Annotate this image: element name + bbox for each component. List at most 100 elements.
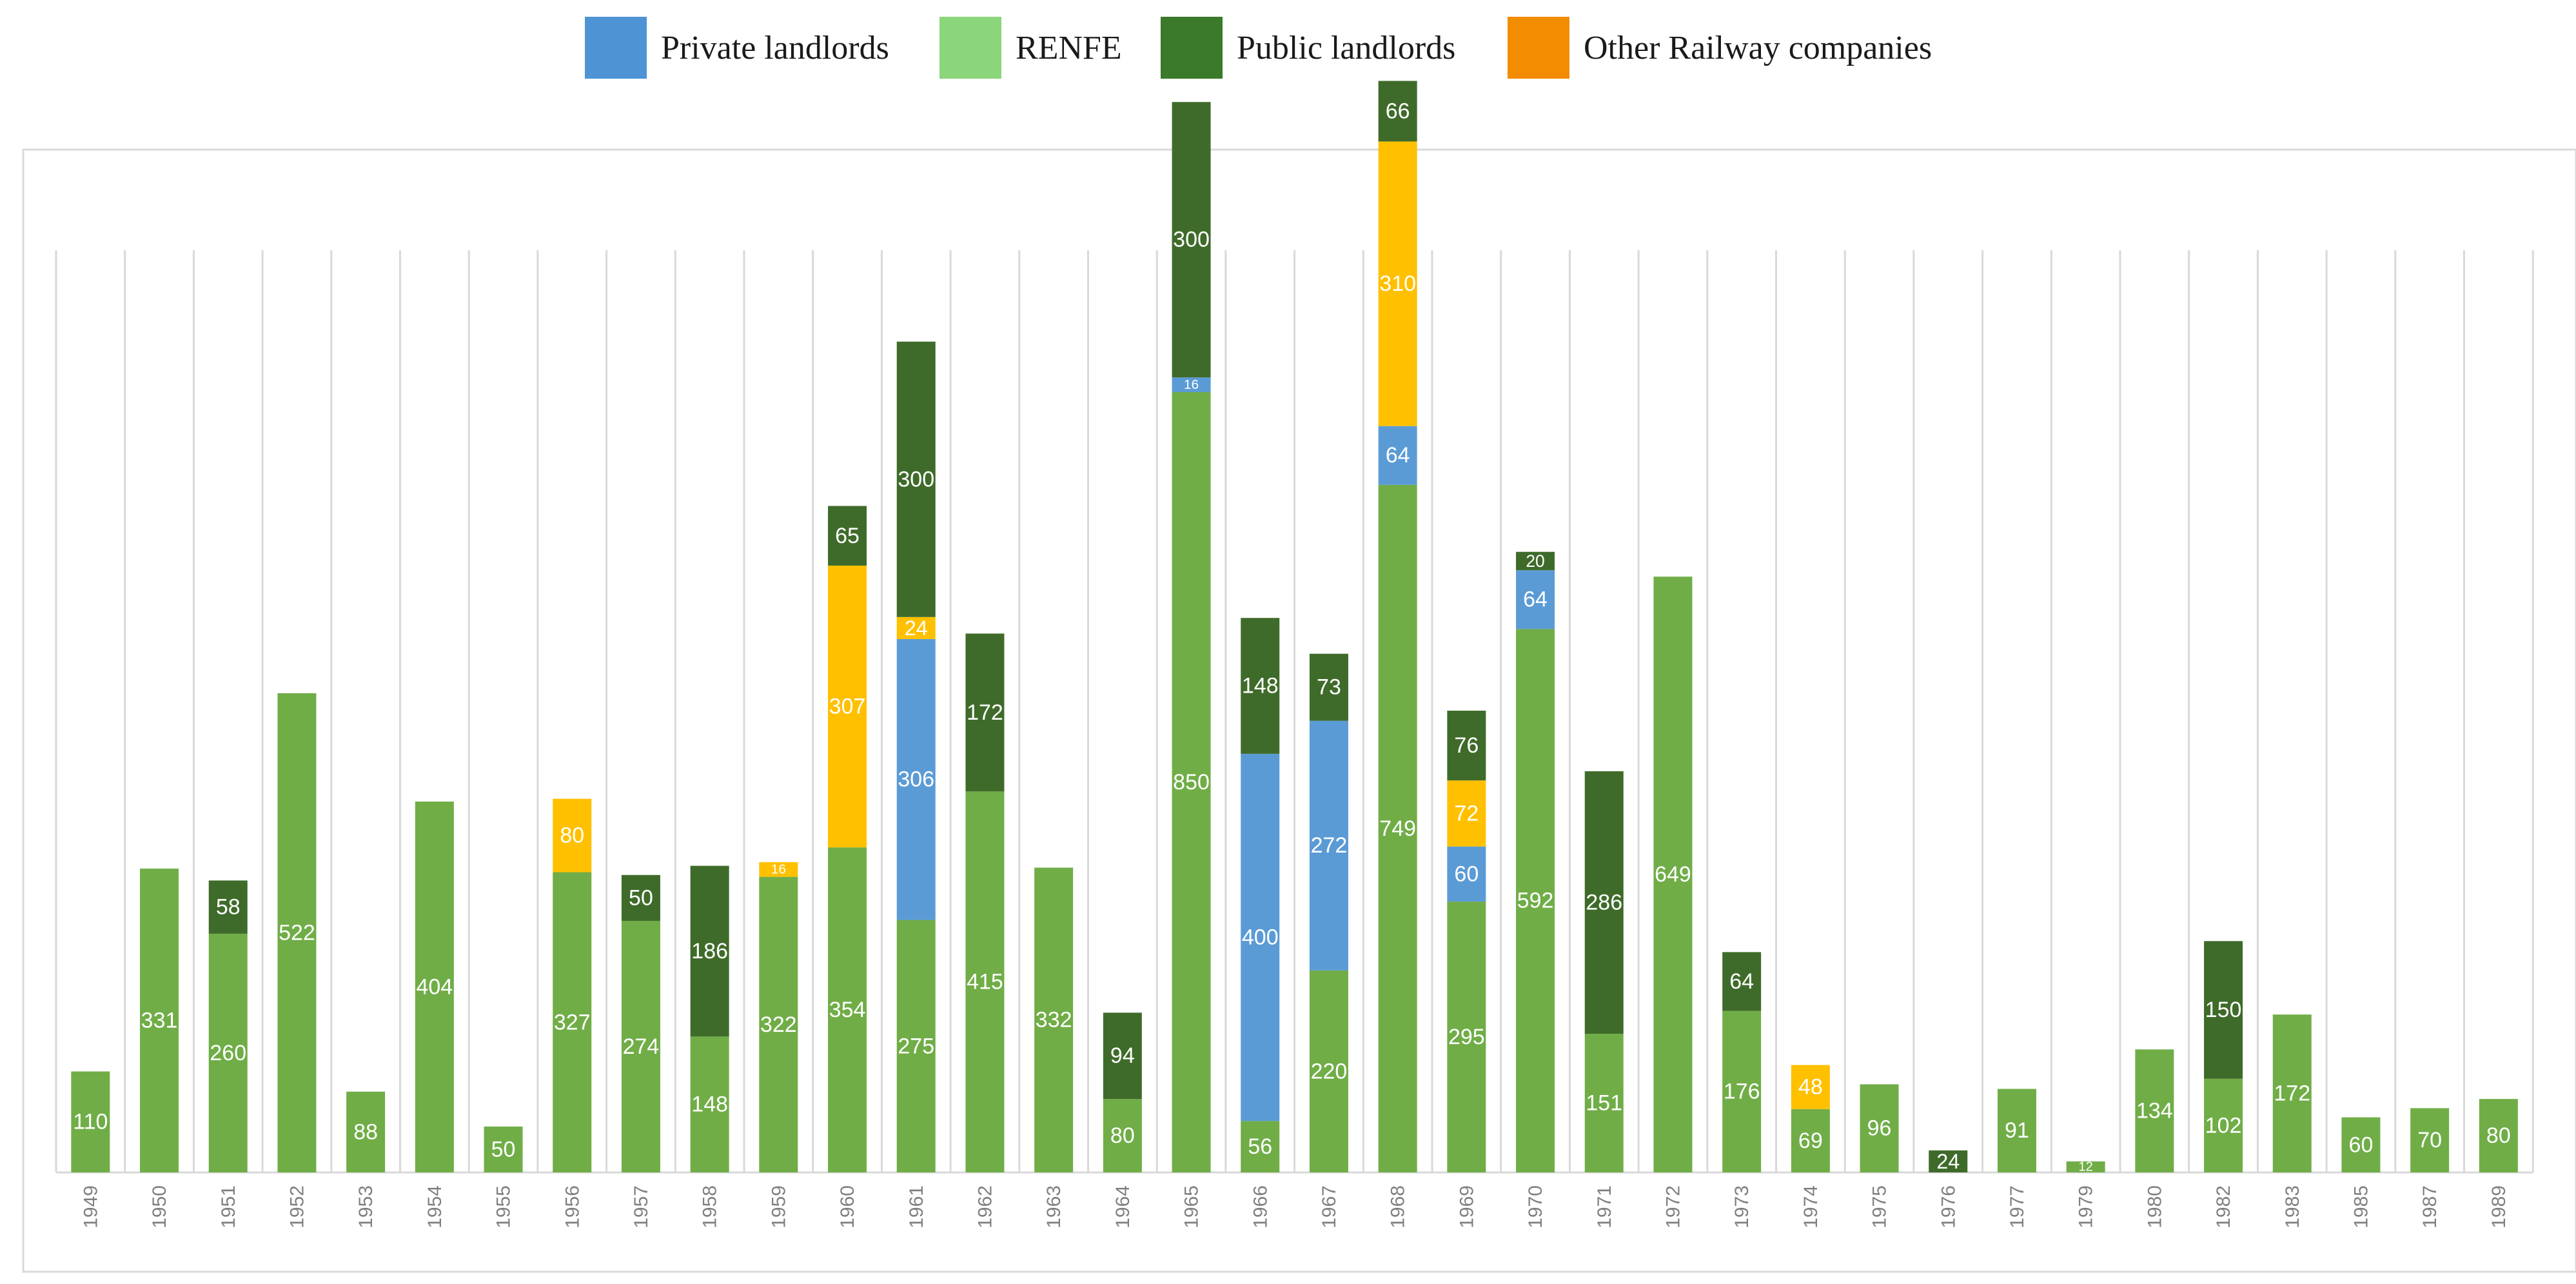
bar-renfe-1975 [1860,1084,1899,1172]
data-label-private-1970: 64 [1523,588,1548,612]
bar-public-1973 [1722,952,1762,1011]
data-label-public-1957: 50 [629,885,653,910]
x-tick-label-1954: 1954 [424,1185,446,1229]
x-tick-label-1962: 1962 [974,1185,996,1229]
x-tick-label-1974: 1974 [1800,1185,1822,1229]
bar-public-1960 [828,506,867,566]
x-tick-label-1980: 1980 [2144,1185,2165,1229]
data-label-renfe-1972: 649 [1655,862,1691,887]
data-label-renfe-1960: 354 [829,998,866,1022]
bar-renfe-1955 [484,1126,523,1172]
data-label-renfe-1953: 88 [353,1120,378,1144]
data-label-renfe-1950: 331 [141,1008,178,1032]
data-label-renfe-1983: 172 [2274,1082,2310,1106]
bar-renfe-1961 [896,920,936,1172]
data-label-other_railway-1956: 80 [560,824,584,848]
legend-swatch-private [585,17,647,79]
legend-item-renfe: RENFE [939,17,1122,79]
data-label-renfe-1980: 134 [2136,1099,2173,1123]
bar-renfe-1989 [2479,1099,2518,1172]
x-tick-label-1987: 1987 [2419,1185,2441,1229]
x-tick-label-1956: 1956 [562,1185,583,1229]
data-label-renfe-1975: 96 [1867,1116,1892,1141]
x-tick-label-1963: 1963 [1043,1185,1065,1229]
data-label-renfe-1955: 50 [491,1137,516,1161]
data-label-other_railway-1969: 72 [1454,801,1479,825]
x-tick-label-1983: 1983 [2282,1185,2303,1229]
bar-public-1982 [2204,941,2243,1079]
x-tick-label-1977: 1977 [2007,1185,2028,1229]
bar-renfe-1965 [1172,392,1211,1172]
x-tick-label-1964: 1964 [1112,1185,1134,1229]
data-label-renfe-1954: 404 [416,974,453,999]
data-label-renfe-1974: 69 [1798,1129,1823,1153]
data-label-renfe-1968: 749 [1379,816,1416,841]
data-label-public-1968: 66 [1386,99,1410,123]
x-tick-label-1976: 1976 [1938,1185,1959,1229]
legend-swatch-other-railway [1508,17,1569,79]
bar-other_railway-1956 [553,798,592,873]
bar-private-1970 [1516,570,1555,629]
bar-renfe-1977 [1997,1089,2036,1172]
data-label-renfe-1963: 332 [1036,1008,1072,1032]
bar-public-1964 [1103,1012,1142,1100]
x-tick-label-1975: 1975 [1869,1185,1891,1229]
x-tick-label-1959: 1959 [768,1185,789,1229]
x-tick-label-1961: 1961 [906,1185,927,1229]
bar-private-1961 [896,638,936,920]
x-tick-label-1953: 1953 [355,1185,377,1229]
x-tick-label-1955: 1955 [493,1185,515,1229]
bar-renfe-1980 [2135,1049,2174,1172]
bar-other_railway-1961 [896,617,936,639]
x-tick-label-1969: 1969 [1456,1185,1477,1229]
data-label-private-1967: 272 [1311,833,1348,858]
bar-renfe-1951 [208,933,248,1172]
bar-renfe-1982 [2204,1078,2243,1172]
legend-item-other-railway: Other Railway companies [1508,17,1932,79]
data-label-renfe-1962: 415 [967,970,1003,994]
data-label-public-1961: 300 [898,467,934,491]
bar-public-1957 [621,874,660,921]
legend-swatch-renfe [939,17,1001,79]
bar-renfe-1954 [415,801,454,1172]
data-label-public-1962: 172 [967,700,1003,725]
legend-label-renfe: RENFE [1016,29,1122,66]
data-label-private-1965: 16 [1184,377,1199,392]
bar-renfe-1967 [1309,970,1348,1172]
data-label-renfe-1952: 522 [279,920,315,945]
x-tick-label-1957: 1957 [631,1185,652,1229]
bar-renfe-1952 [277,693,317,1172]
data-label-public-1973: 64 [1729,969,1754,994]
data-label-renfe-1964: 80 [1110,1123,1135,1148]
bar-public-1966 [1241,618,1280,754]
x-tick-label-1982: 1982 [2213,1185,2234,1229]
legend-item-private: Private landlords [585,17,889,79]
bar-private-1967 [1309,720,1348,971]
x-tick-label-1951: 1951 [218,1185,239,1229]
data-label-public-1965: 300 [1173,228,1210,252]
bar-public-1970 [1516,551,1555,571]
data-label-public-1971: 286 [1586,890,1622,914]
bar-public-1969 [1447,710,1486,781]
data-label-public-1960: 65 [835,524,860,548]
data-label-renfe-1951: 260 [210,1041,246,1065]
x-tick-label-1967: 1967 [1319,1185,1340,1229]
x-tick-label-1972: 1972 [1662,1185,1684,1229]
bar-public-1968 [1378,81,1417,142]
data-label-public-1964: 94 [1110,1043,1135,1068]
bar-other_railway-1974 [1791,1065,1830,1109]
x-tick-label-1968: 1968 [1388,1185,1409,1229]
bar-renfe-1966 [1241,1121,1280,1172]
data-label-renfe-1985: 60 [2349,1132,2374,1157]
data-label-private-1966: 400 [1242,925,1279,950]
data-label-public-1966: 148 [1242,674,1279,698]
bar-public-1976 [1929,1150,1968,1172]
legend-label-private: Private landlords [661,29,889,66]
bar-other_railway-1959 [759,862,798,877]
bar-renfe-1956 [553,872,592,1172]
data-label-other_railway-1960: 307 [829,695,866,719]
data-label-other_railway-1959: 16 [771,862,786,877]
bar-private-1968 [1378,426,1417,485]
bar-renfe-1979 [2066,1161,2105,1172]
data-label-renfe-1959: 322 [760,1012,797,1037]
